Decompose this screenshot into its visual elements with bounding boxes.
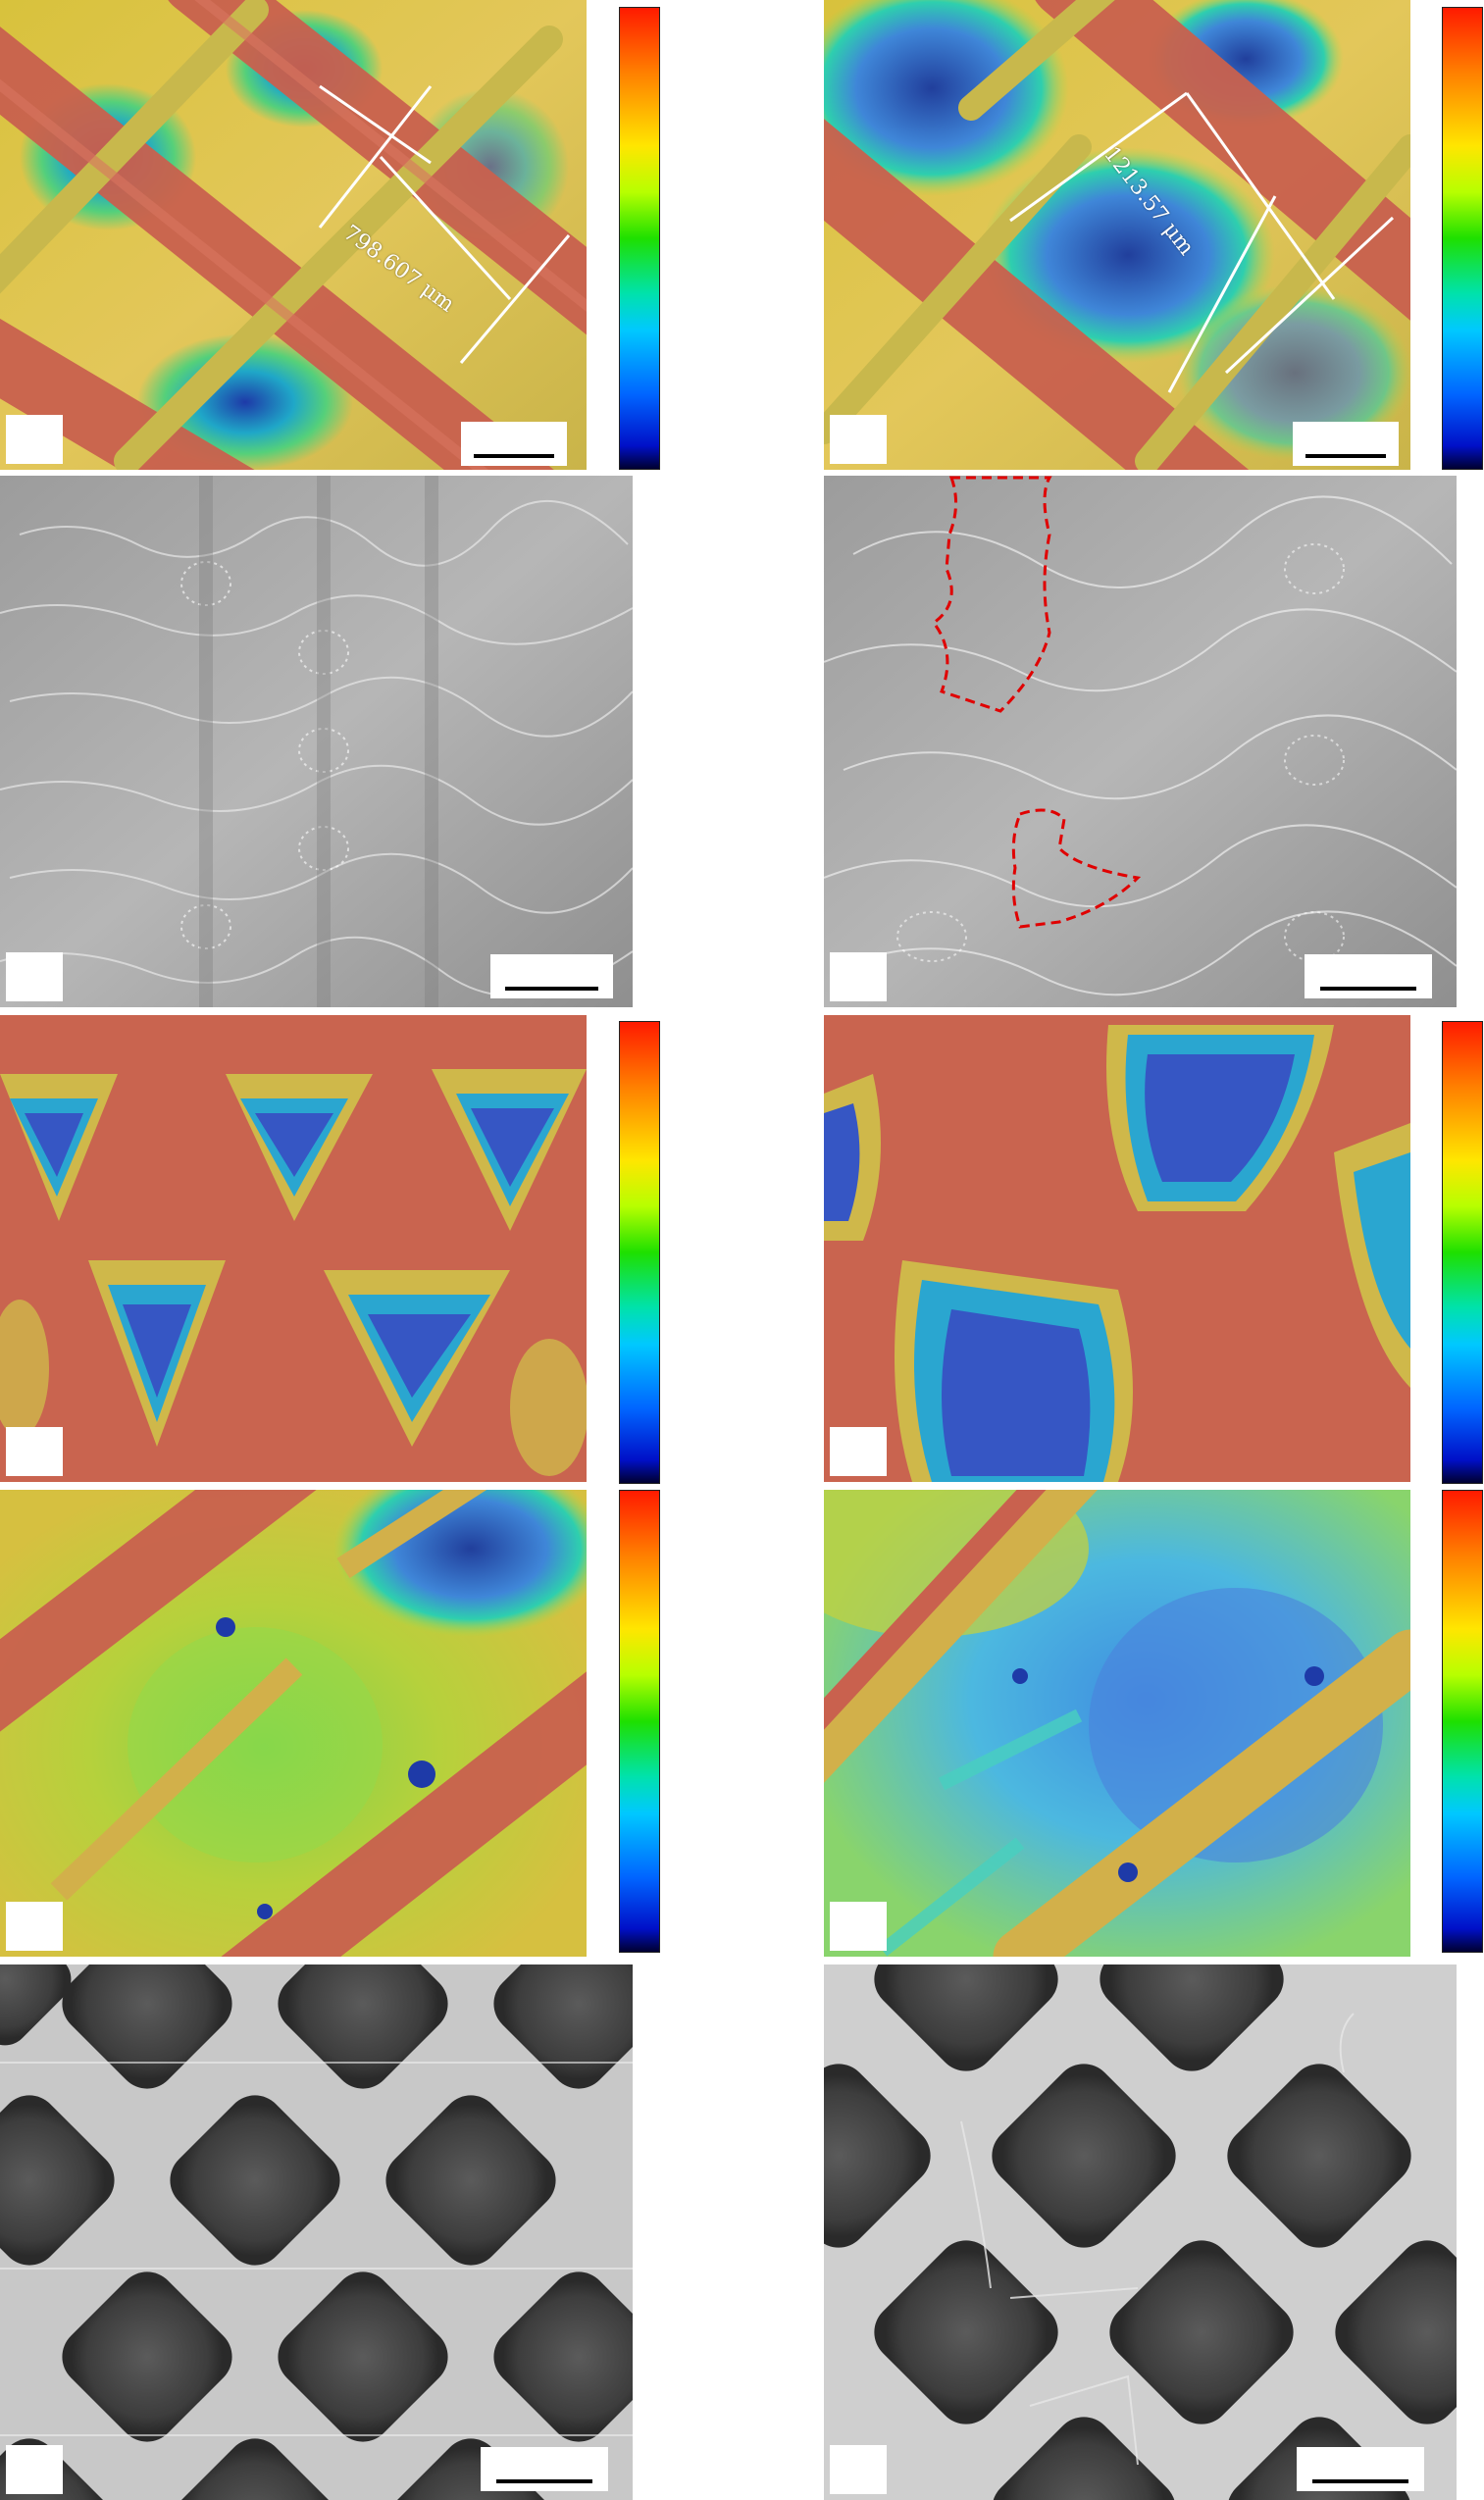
panel-label-box	[6, 1902, 63, 1951]
colorbar-1-right	[1442, 7, 1483, 470]
scale-bar	[1305, 954, 1432, 998]
scale-bar	[461, 422, 567, 466]
optical-image	[824, 1964, 1457, 2500]
heightmap-panel-4-left	[0, 1490, 587, 1957]
colorbar-4-right	[1442, 1490, 1483, 1953]
scale-bar	[481, 2447, 608, 2491]
colorbar-1-left	[619, 7, 660, 470]
optical-panel-5-left	[0, 1964, 633, 2500]
scale-bar	[1293, 422, 1399, 466]
heightmap-image	[0, 1490, 587, 1957]
heightmap-image	[0, 1015, 587, 1482]
colorbar-3-left	[619, 1021, 660, 1484]
panel-label-box	[6, 1427, 63, 1476]
heightmap-panel-3-left	[0, 1015, 587, 1482]
panel-label-box	[6, 415, 63, 464]
optical-panel-2-right	[824, 476, 1457, 1007]
optical-panel-2-left	[0, 476, 633, 1007]
optical-image	[0, 1964, 633, 2500]
scale-bar	[1297, 2447, 1424, 2491]
heightmap-image	[0, 0, 587, 470]
panel-label-box	[830, 1902, 887, 1951]
colorbar-3-right	[1442, 1021, 1483, 1484]
optical-panel-5-right	[824, 1964, 1457, 2500]
optical-image	[824, 476, 1457, 1007]
panel-label-box	[6, 952, 63, 1001]
panel-label-box	[830, 2445, 887, 2494]
heightmap-panel-3-right	[824, 1015, 1410, 1482]
colorbar-4-left	[619, 1490, 660, 1953]
annotation-outline	[1011, 808, 1142, 929]
heightmap-image	[824, 1015, 1410, 1482]
scale-bar	[490, 954, 613, 998]
heightmap-image	[824, 0, 1410, 470]
heightmap-panel-1-left: 798.607 μm	[0, 0, 587, 470]
panel-label-box	[830, 415, 887, 464]
panel-label-box	[830, 952, 887, 1001]
heightmap-panel-1-right: 1213.57 μm	[824, 0, 1410, 470]
heightmap-panel-4-right	[824, 1490, 1410, 1957]
heightmap-image	[824, 1490, 1410, 1957]
annotation-outline	[931, 476, 1052, 713]
optical-image	[0, 476, 633, 1007]
panel-label-box	[6, 2445, 63, 2494]
panel-label-box	[830, 1427, 887, 1476]
